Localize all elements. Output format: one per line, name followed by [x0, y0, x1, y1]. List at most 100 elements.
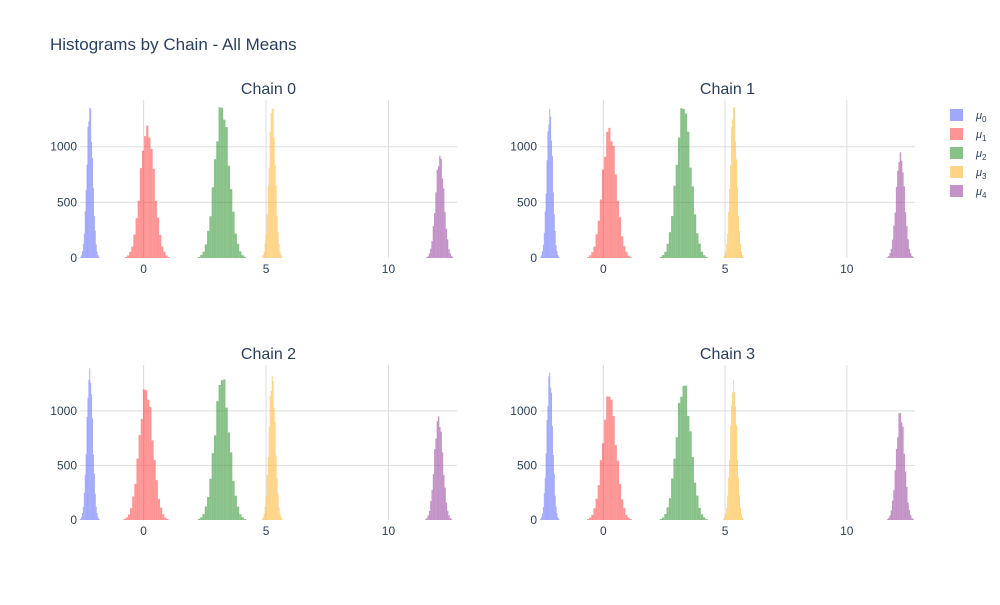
histogram-bar: [727, 234, 728, 258]
histogram-bar: [276, 186, 277, 258]
histogram-bar: [86, 190, 87, 258]
legend-item-mu1[interactable]: μ1: [950, 128, 987, 143]
histogram-bar: [694, 214, 696, 258]
histogram-bar: [443, 475, 444, 520]
histogram-bar: [262, 257, 263, 258]
histogram-bar: [557, 251, 558, 258]
histogram-bar: [726, 508, 727, 520]
histogram-bar: [740, 244, 741, 258]
histogram-bar: [429, 253, 430, 258]
legend-label[interactable]: μ4: [975, 186, 987, 200]
histogram-bar: [216, 141, 218, 258]
legend-swatch[interactable]: [950, 185, 963, 197]
y-tick-label: 500: [517, 458, 537, 472]
histogram-bar: [267, 214, 268, 258]
histogram-bar: [223, 379, 225, 520]
histogram-bar: [151, 440, 153, 520]
histogram-bar: [438, 166, 439, 258]
histogram-bar: [239, 514, 241, 520]
histogram-bar: [892, 240, 893, 258]
histogram-bar: [235, 496, 237, 520]
histogram-bar: [546, 193, 547, 258]
histogram-bar: [221, 108, 223, 258]
histogram-bar: [898, 162, 899, 258]
legend-swatch[interactable]: [950, 166, 963, 178]
histogram-bar: [132, 497, 134, 520]
histogram-bar: [281, 255, 282, 258]
histogram-bar: [667, 507, 669, 520]
histogram-bar: [692, 457, 694, 520]
histogram-bar: [558, 255, 559, 258]
histogram-bar: [202, 252, 204, 258]
histogram-bar: [87, 417, 88, 520]
histogram-bar: [219, 385, 221, 520]
histogram-bar: [200, 255, 202, 258]
legend-label[interactable]: μ3: [975, 167, 987, 181]
histogram-bar: [162, 514, 164, 520]
histogram-bar: [734, 107, 735, 258]
legend-swatch[interactable]: [950, 109, 963, 121]
legend[interactable]: μ0 μ1 μ2 μ3 μ4: [950, 109, 987, 200]
subplot-title: Chain 1: [700, 81, 755, 98]
legend-label[interactable]: μ2: [975, 148, 987, 162]
histogram-bar: [549, 373, 550, 520]
histogram-bar: [95, 231, 96, 258]
histogram-bar: [212, 187, 214, 258]
series-3: [262, 376, 283, 520]
histogram-bar: [556, 507, 557, 520]
histogram-bar: [219, 107, 221, 258]
legend-item-mu4[interactable]: μ4: [950, 185, 987, 200]
histogram-bar: [699, 244, 701, 258]
histogram-bar: [598, 485, 600, 520]
histogram-bar: [552, 426, 553, 520]
histogram-bar: [669, 498, 671, 520]
histogram-bar: [198, 257, 200, 258]
histogram-bar: [272, 109, 273, 258]
histogram-bar: [557, 513, 558, 520]
histogram-bar: [202, 514, 204, 520]
histogram-bar: [225, 408, 227, 520]
histogram-bar: [549, 109, 550, 258]
histogram-bar: [237, 244, 239, 258]
histogram-bar: [82, 513, 83, 520]
histogram-bar: [741, 252, 742, 258]
histogram-bar: [451, 256, 452, 258]
histogram-bar: [94, 473, 95, 520]
legend-label[interactable]: μ1: [975, 129, 987, 143]
histogram-bar: [587, 257, 589, 258]
histogram-bar: [606, 396, 608, 520]
histogram-bar: [701, 514, 703, 520]
histogram-bar: [82, 251, 83, 258]
chart-title: Histograms by Chain - All Means: [50, 35, 297, 54]
histogram-bar: [621, 236, 623, 258]
histogram-bar: [268, 186, 269, 258]
x-tick-label: 10: [840, 524, 854, 538]
legend-swatch[interactable]: [950, 128, 963, 140]
histogram-bar: [446, 503, 447, 520]
histogram-bar: [736, 159, 737, 258]
histogram-bar: [442, 178, 443, 258]
legend-item-mu3[interactable]: μ3: [950, 166, 987, 181]
legend-item-mu0[interactable]: μ0: [950, 109, 987, 124]
histogram-bar: [725, 251, 726, 258]
histogram-bar: [673, 459, 675, 520]
legend-label[interactable]: μ0: [975, 110, 987, 124]
histogram-bar: [893, 490, 894, 520]
histogram-bar: [209, 479, 211, 520]
legend-item-mu2[interactable]: μ2: [950, 147, 987, 162]
histogram-bar: [282, 257, 283, 258]
histogram-bar: [703, 517, 705, 520]
histogram-bar: [554, 214, 555, 258]
legend-swatch[interactable]: [950, 147, 963, 159]
histogram-bar: [598, 221, 600, 258]
histogram-bar: [739, 231, 740, 258]
histogram-bar: [696, 233, 698, 258]
histogram-bar: [437, 421, 438, 520]
histogram-bar: [608, 128, 610, 258]
histogram-bar: [230, 452, 232, 520]
histogram-bar: [272, 376, 273, 520]
histogram-bar: [617, 461, 619, 520]
